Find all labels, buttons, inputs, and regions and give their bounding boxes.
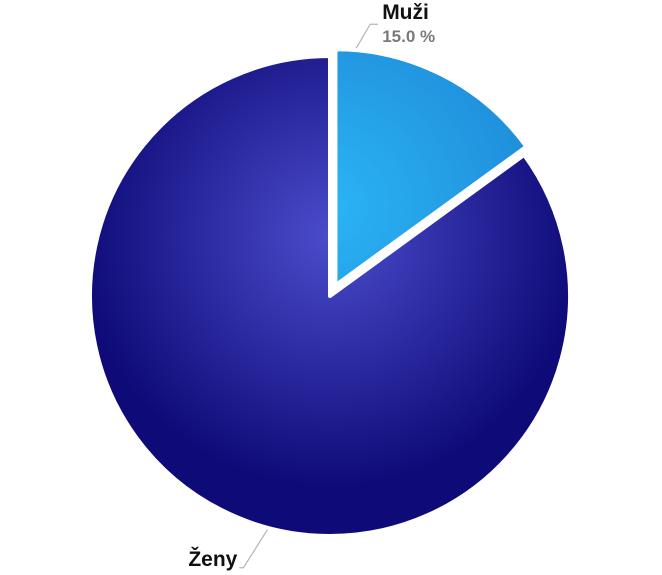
- slice-label-zeny: Ženy: [188, 547, 237, 571]
- leader-line-muzi: [355, 23, 379, 49]
- pie-slice-muzi[interactable]: [333, 47, 529, 288]
- pie-slice-zeny[interactable]: [88, 54, 572, 538]
- pie-slices: [88, 47, 572, 538]
- slice-label-muzi: Muži: [382, 1, 429, 24]
- leader-line-zeny: [239, 529, 268, 569]
- slice-value-muzi: 15.0 %: [382, 27, 435, 46]
